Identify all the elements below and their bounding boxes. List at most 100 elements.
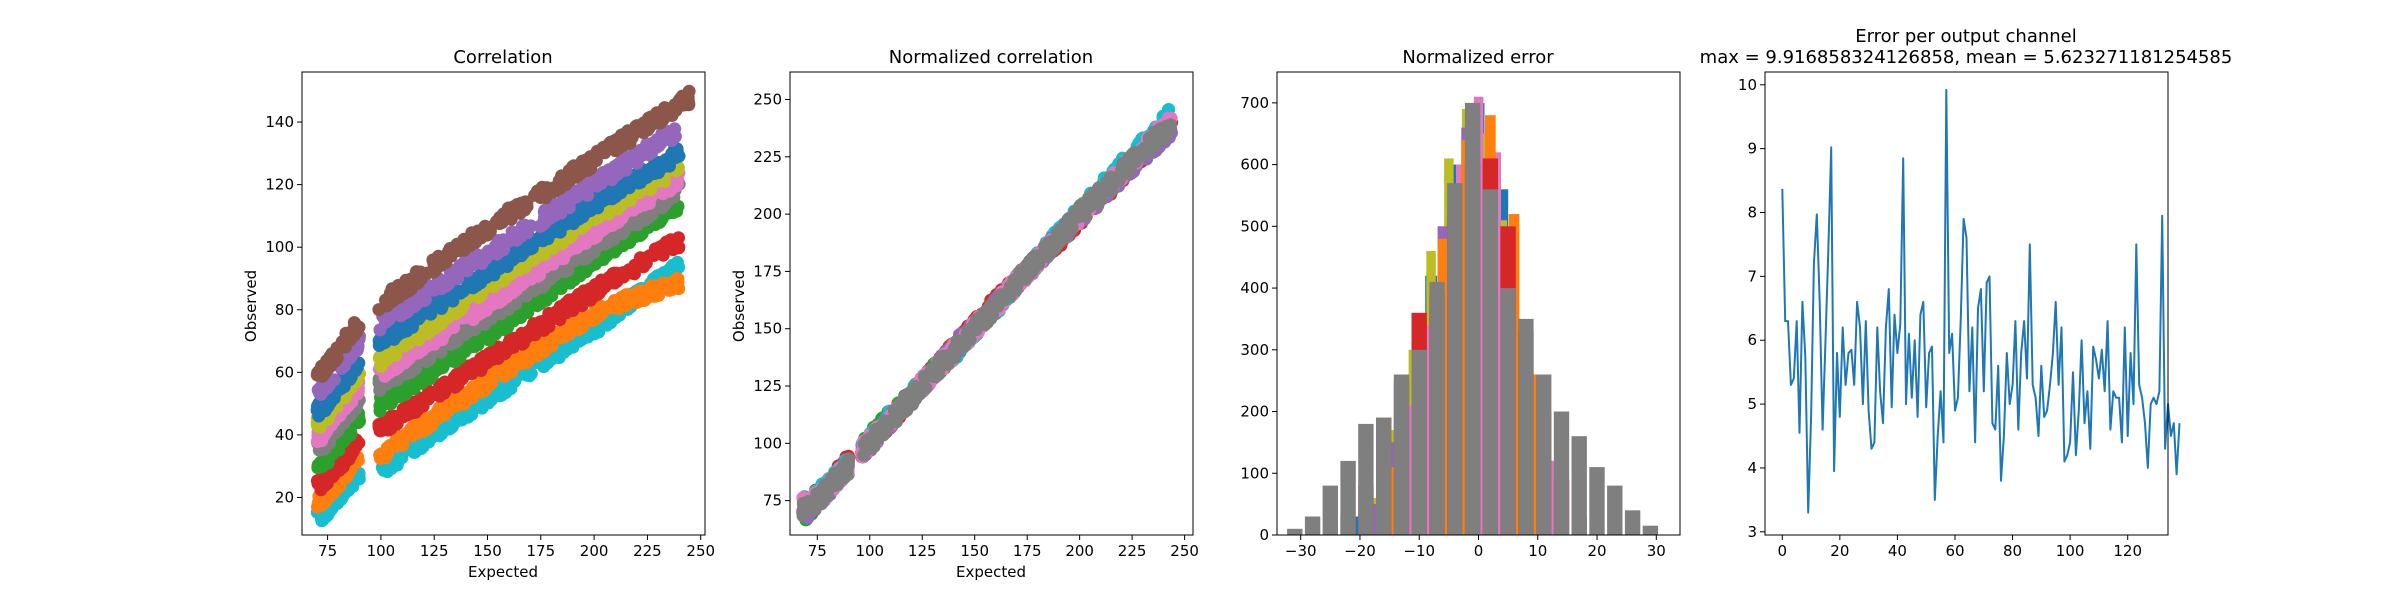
scatter-point (427, 265, 440, 279)
scatter-point (636, 119, 650, 133)
scatter-point (675, 98, 689, 112)
scatter-point (489, 239, 503, 253)
scatter-point (321, 456, 335, 470)
scatter-point (387, 332, 401, 346)
scatter-point (513, 206, 527, 220)
xlabel-correlation: Expected (468, 563, 538, 581)
scatter-point (630, 156, 644, 170)
scatter-point (411, 276, 425, 290)
scatter-point (407, 300, 421, 314)
x-tick-label: 125 (420, 542, 449, 560)
scatter-point (400, 354, 414, 367)
scatter-point (450, 414, 464, 428)
scatter-point (386, 287, 400, 301)
scatter-point (554, 206, 568, 220)
scatter-point (510, 233, 524, 247)
scatter-point (376, 396, 390, 409)
ylabel-correlation: Observed (242, 270, 260, 342)
scatter-point (530, 184, 544, 198)
scatter-point (523, 242, 537, 256)
scatter-point (645, 279, 659, 293)
scatter-point (576, 237, 590, 251)
scatter-point (638, 147, 652, 161)
scatter-point (512, 263, 526, 276)
scatter-point (316, 360, 330, 374)
scatter-point (436, 385, 449, 399)
panel-correlation: 75 100 125 150 175 200 225 25020406080100120140… (242, 47, 715, 581)
scatter-point (435, 427, 449, 441)
scatter-point (431, 299, 445, 313)
scatter-point (602, 163, 616, 177)
scatter-point (390, 361, 403, 375)
scatter-point (576, 204, 590, 218)
plot-area-normalized-correlation: 75 100 125 150 175 200 225 25075100125150175200… (753, 71, 1199, 560)
y-tick-label: 20 (275, 488, 294, 506)
scatter-point (548, 350, 562, 364)
scatter-point (573, 289, 587, 303)
scatter-point (373, 383, 387, 397)
scatter-point (330, 351, 344, 365)
scatter-point (378, 369, 392, 383)
scatter-point (312, 409, 326, 423)
y-tick-label: 80 (275, 301, 294, 319)
scatter-point (437, 401, 451, 415)
scatter-point (517, 336, 531, 350)
scatter-point (647, 136, 661, 149)
scatter-point (374, 356, 388, 370)
scatter-point (418, 287, 432, 301)
scatter-point (372, 418, 386, 431)
scatter-point (429, 335, 443, 349)
scatter-point (511, 248, 525, 262)
scatter-point (522, 367, 536, 381)
scatter-point (660, 276, 673, 290)
scatter-point (609, 271, 623, 285)
scatter-point (555, 177, 569, 191)
scatter-point (538, 260, 552, 274)
scatter-point (620, 296, 634, 310)
scatter-point (452, 244, 466, 258)
scatter-point (345, 329, 359, 343)
scatter-point (505, 357, 519, 371)
scatter-point (560, 193, 574, 207)
scatter-point (558, 329, 572, 343)
scatter-point (543, 212, 557, 225)
scatter-point (544, 272, 558, 286)
scatter-point (656, 248, 670, 262)
scatter-point (537, 359, 551, 373)
scatter-point (311, 461, 325, 475)
scatter-point (462, 359, 476, 373)
plot-frame (301, 71, 706, 536)
scatter-point (399, 282, 413, 296)
scatter-point (553, 225, 567, 239)
scatter-point (498, 378, 512, 392)
scatter-point (458, 392, 472, 406)
scatter-point (456, 299, 470, 313)
scatter-point (545, 339, 559, 353)
scatter-point (549, 308, 563, 322)
scatter-point (534, 315, 547, 329)
scatter-point (652, 288, 666, 302)
scatter-point (595, 274, 609, 288)
y-tick-label: 40 (275, 426, 294, 444)
scatter-point (386, 394, 400, 408)
scatter-point (400, 426, 414, 440)
scatter-point (372, 303, 386, 317)
title-correlation: Correlation (453, 47, 552, 68)
scatter-point (569, 170, 583, 184)
scatter-point (433, 254, 447, 267)
scatter-point (634, 252, 648, 266)
scatter-point (620, 179, 634, 193)
scatter-point (380, 447, 394, 461)
scatter-point (660, 237, 674, 251)
scatter-point (377, 333, 391, 347)
scatter-point (419, 368, 433, 382)
scatter-point (333, 463, 346, 477)
y-tick-label: 140 (265, 113, 294, 131)
scatter-point (333, 479, 347, 493)
x-tick-label: 225 (633, 542, 662, 560)
scatter-point (531, 269, 545, 283)
scatter-point (617, 138, 631, 152)
